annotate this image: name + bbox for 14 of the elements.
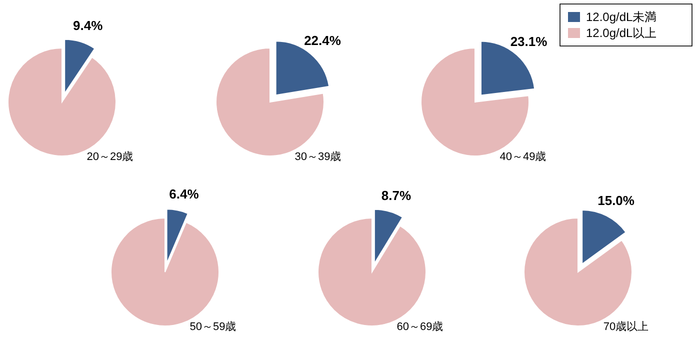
data-label: 15.0% [598,193,635,208]
data-label: 9.4% [73,18,104,34]
data-label: 8.7% [381,188,412,203]
legend-label: 12.0g/dL未満 [586,10,657,24]
data-label: 23.1% [510,34,548,49]
data-label: 6.4% [169,186,200,202]
text: 20～29歳 [86,150,134,163]
text: 60～69歳 [396,320,444,333]
text: 30～39歳 [294,150,342,163]
data-label: 22.4% [304,32,342,48]
text: 50～59歳 [190,320,236,333]
text: 70歳以上 [603,320,649,333]
text: 40～49歳 [500,150,546,163]
legend-label: 12.0g/dL以上 [586,26,657,40]
